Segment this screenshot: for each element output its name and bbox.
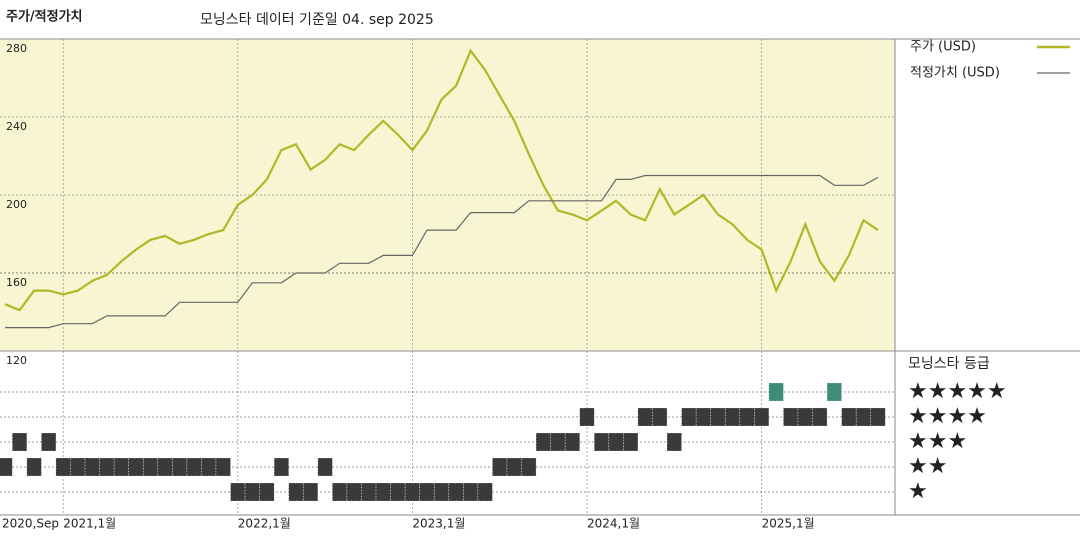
- rating-label: ★★★★: [908, 404, 987, 429]
- rating-bar: [201, 457, 217, 477]
- rating-bar: [681, 407, 697, 427]
- chart-title: 주가/적정가치: [6, 9, 83, 25]
- rating-bar: [637, 407, 653, 427]
- rating-bar: [448, 482, 464, 502]
- rating-bar: [70, 457, 86, 477]
- rating-bar: [99, 457, 115, 477]
- rating-bar: [288, 482, 304, 502]
- rating-bar: [506, 457, 522, 477]
- rating-bar: [754, 407, 770, 427]
- rating-bar: [768, 382, 784, 402]
- x-tick-label: 2022,1월: [238, 517, 291, 531]
- y-tick-label: 280: [6, 42, 27, 55]
- rating-bar: [433, 482, 450, 502]
- rating-bar: [783, 407, 799, 427]
- rating-bar: [521, 457, 537, 477]
- series-line: [5, 174, 879, 329]
- rating-bar: [419, 482, 435, 502]
- rating-bar: [375, 482, 391, 502]
- rating-bar: [550, 432, 566, 452]
- x-tick-label: 2021,1월: [63, 517, 116, 531]
- y-tick-label: 240: [6, 120, 27, 133]
- rating-bar: [826, 382, 842, 402]
- rating-bar: [463, 482, 479, 502]
- rating-bar: [84, 457, 100, 477]
- rating-bar: [55, 457, 71, 477]
- rating-bar: [797, 407, 813, 427]
- series-line: [4, 48, 879, 312]
- rating-bar: [361, 482, 377, 502]
- rating-label: ★: [908, 479, 928, 504]
- rating-bar: [477, 482, 493, 502]
- rating-bar: [870, 407, 886, 427]
- rating-bar: [724, 407, 741, 427]
- rating-bar: [157, 457, 173, 477]
- y-tick-label: 120: [6, 354, 27, 367]
- chart-subtitle: 모닝스타 데이터 기준일 04. sep 2025: [200, 12, 434, 28]
- x-tick-label: 2024,1월: [587, 517, 640, 531]
- rating-label: ★★★★★: [908, 379, 1007, 404]
- rating-bar: [812, 407, 828, 427]
- rating-bar: [710, 407, 726, 427]
- rating-bar: [593, 432, 610, 452]
- rating-bar: [346, 482, 362, 502]
- x-tick-label: 2025,1월: [762, 517, 815, 531]
- rating-bar: [608, 432, 624, 452]
- rating-label: ★★★: [908, 429, 967, 454]
- rating-bar: [317, 457, 333, 477]
- rating-bar: [492, 457, 508, 477]
- rating-label: ★★: [908, 454, 947, 479]
- rating-bar: [739, 407, 755, 427]
- rating-bar: [128, 457, 144, 477]
- rating-bar: [841, 407, 857, 427]
- rating-bar: [332, 482, 348, 502]
- rating-bar: [41, 432, 57, 452]
- rating-bar: [230, 482, 246, 502]
- rating-bar: [11, 432, 28, 452]
- rating-bar: [259, 482, 275, 502]
- rating-bar: [186, 457, 202, 477]
- rating-bar: [113, 457, 129, 477]
- legend-label: 적정가치 (USD): [910, 66, 1000, 81]
- rating-bar: [244, 482, 260, 502]
- rating-bar: [564, 432, 581, 452]
- rating-bar: [390, 482, 406, 502]
- rating-bar: [535, 432, 551, 452]
- rating-bar: [0, 457, 13, 477]
- rating-bar: [26, 457, 42, 477]
- x-tick-label: 2023,1월: [412, 517, 465, 531]
- rating-bar: [666, 432, 682, 452]
- legend-label: 주가 (USD): [910, 40, 976, 55]
- rating-bar: [695, 407, 711, 427]
- y-tick-label: 160: [6, 276, 27, 289]
- rating-bar: [172, 457, 188, 477]
- rating-bar: [273, 457, 290, 477]
- rating-bar: [142, 457, 159, 477]
- x-tick-label: 2020,Sep: [2, 517, 59, 531]
- rating-bar: [623, 432, 639, 452]
- rating-bar: [855, 407, 872, 427]
- rating-bar: [215, 457, 231, 477]
- rating-bar: [652, 407, 668, 427]
- rating-bar: [579, 407, 595, 427]
- y-tick-label: 200: [6, 198, 27, 211]
- ratings-title: 모닝스타 등급: [908, 356, 990, 372]
- rating-bar: [302, 482, 319, 502]
- rating-bar: [404, 482, 420, 502]
